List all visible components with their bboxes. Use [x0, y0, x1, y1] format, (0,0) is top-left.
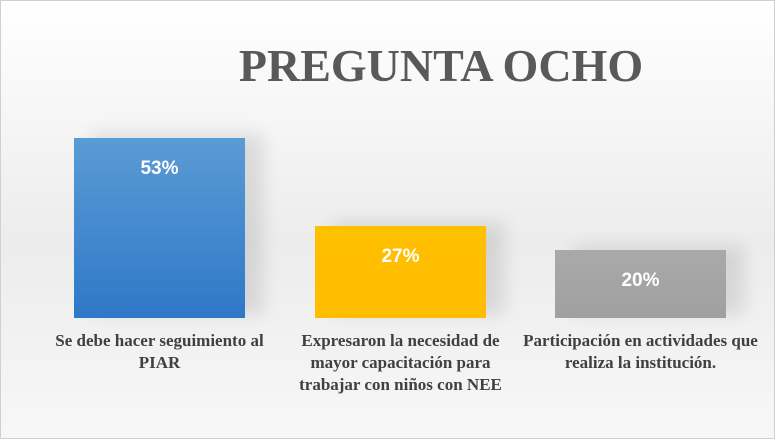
x-tick-label: Participación en actividades que realiza…	[523, 331, 758, 372]
data-label: 27%	[381, 246, 420, 268]
x-tick-label: Se debe hacer seguimiento al PIAR	[55, 331, 264, 372]
chart-title: PREGUNTA OCHO	[238, 40, 644, 91]
data-label: 53%	[140, 158, 179, 179]
x-tick-label: Expresaron la necesidad de mayor capacit…	[299, 331, 502, 394]
data-label: 20%	[621, 270, 660, 292]
bar	[555, 250, 726, 318]
bar	[315, 226, 486, 318]
bar	[74, 138, 245, 318]
